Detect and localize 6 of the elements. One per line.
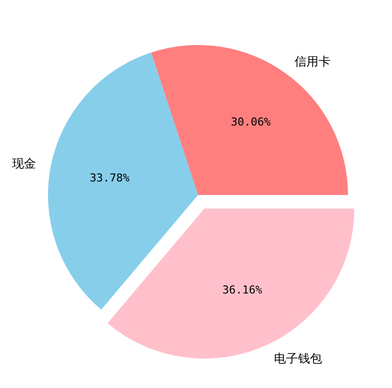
slice-label: 电子钱包	[274, 351, 322, 366]
data-label: 30.06%	[230, 116, 271, 129]
data-label: 33.78%	[90, 171, 130, 184]
slice-label: 信用卡	[294, 54, 331, 68]
slice-label: 现金	[12, 156, 36, 171]
data-label: 36.16%	[222, 284, 262, 297]
